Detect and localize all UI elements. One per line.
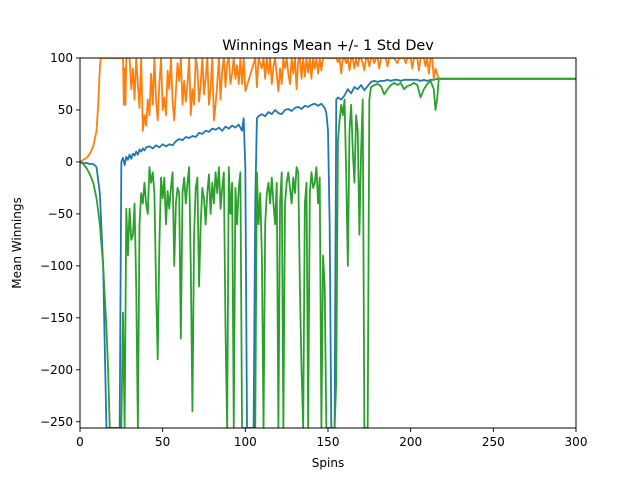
- x-axis-label: Spins: [312, 456, 344, 470]
- series-line-2: [80, 77, 576, 428]
- y-tick-label: 50: [58, 103, 73, 117]
- series-group: [80, 58, 576, 428]
- x-tick-label: 0: [76, 435, 84, 449]
- series-line-0: [80, 77, 576, 428]
- x-axis-ticks: 0 50 100 150 200 250 300: [76, 428, 587, 449]
- y-tick-label: −200: [40, 363, 73, 377]
- y-tick-label: 0: [65, 155, 73, 169]
- x-tick-label: 50: [155, 435, 170, 449]
- y-axis-ticks: −250 −200 −150 −100 −50 0 50 100: [40, 51, 80, 429]
- chart-title: Winnings Mean +/- 1 Std Dev: [222, 38, 434, 54]
- x-tick-label: 300: [565, 435, 588, 449]
- plot-area: [80, 58, 576, 428]
- x-tick-label: 250: [482, 435, 505, 449]
- series-line-1: [80, 58, 576, 163]
- y-tick-label: −50: [48, 207, 73, 221]
- y-axis-label: Mean Winnings: [10, 197, 24, 288]
- y-tick-label: −100: [40, 259, 73, 273]
- y-tick-label: −150: [40, 311, 73, 325]
- x-tick-label: 100: [234, 435, 257, 449]
- y-tick-label: −250: [40, 415, 73, 429]
- x-tick-label: 200: [399, 435, 422, 449]
- x-tick-label: 150: [317, 435, 340, 449]
- y-tick-label: 100: [50, 51, 73, 65]
